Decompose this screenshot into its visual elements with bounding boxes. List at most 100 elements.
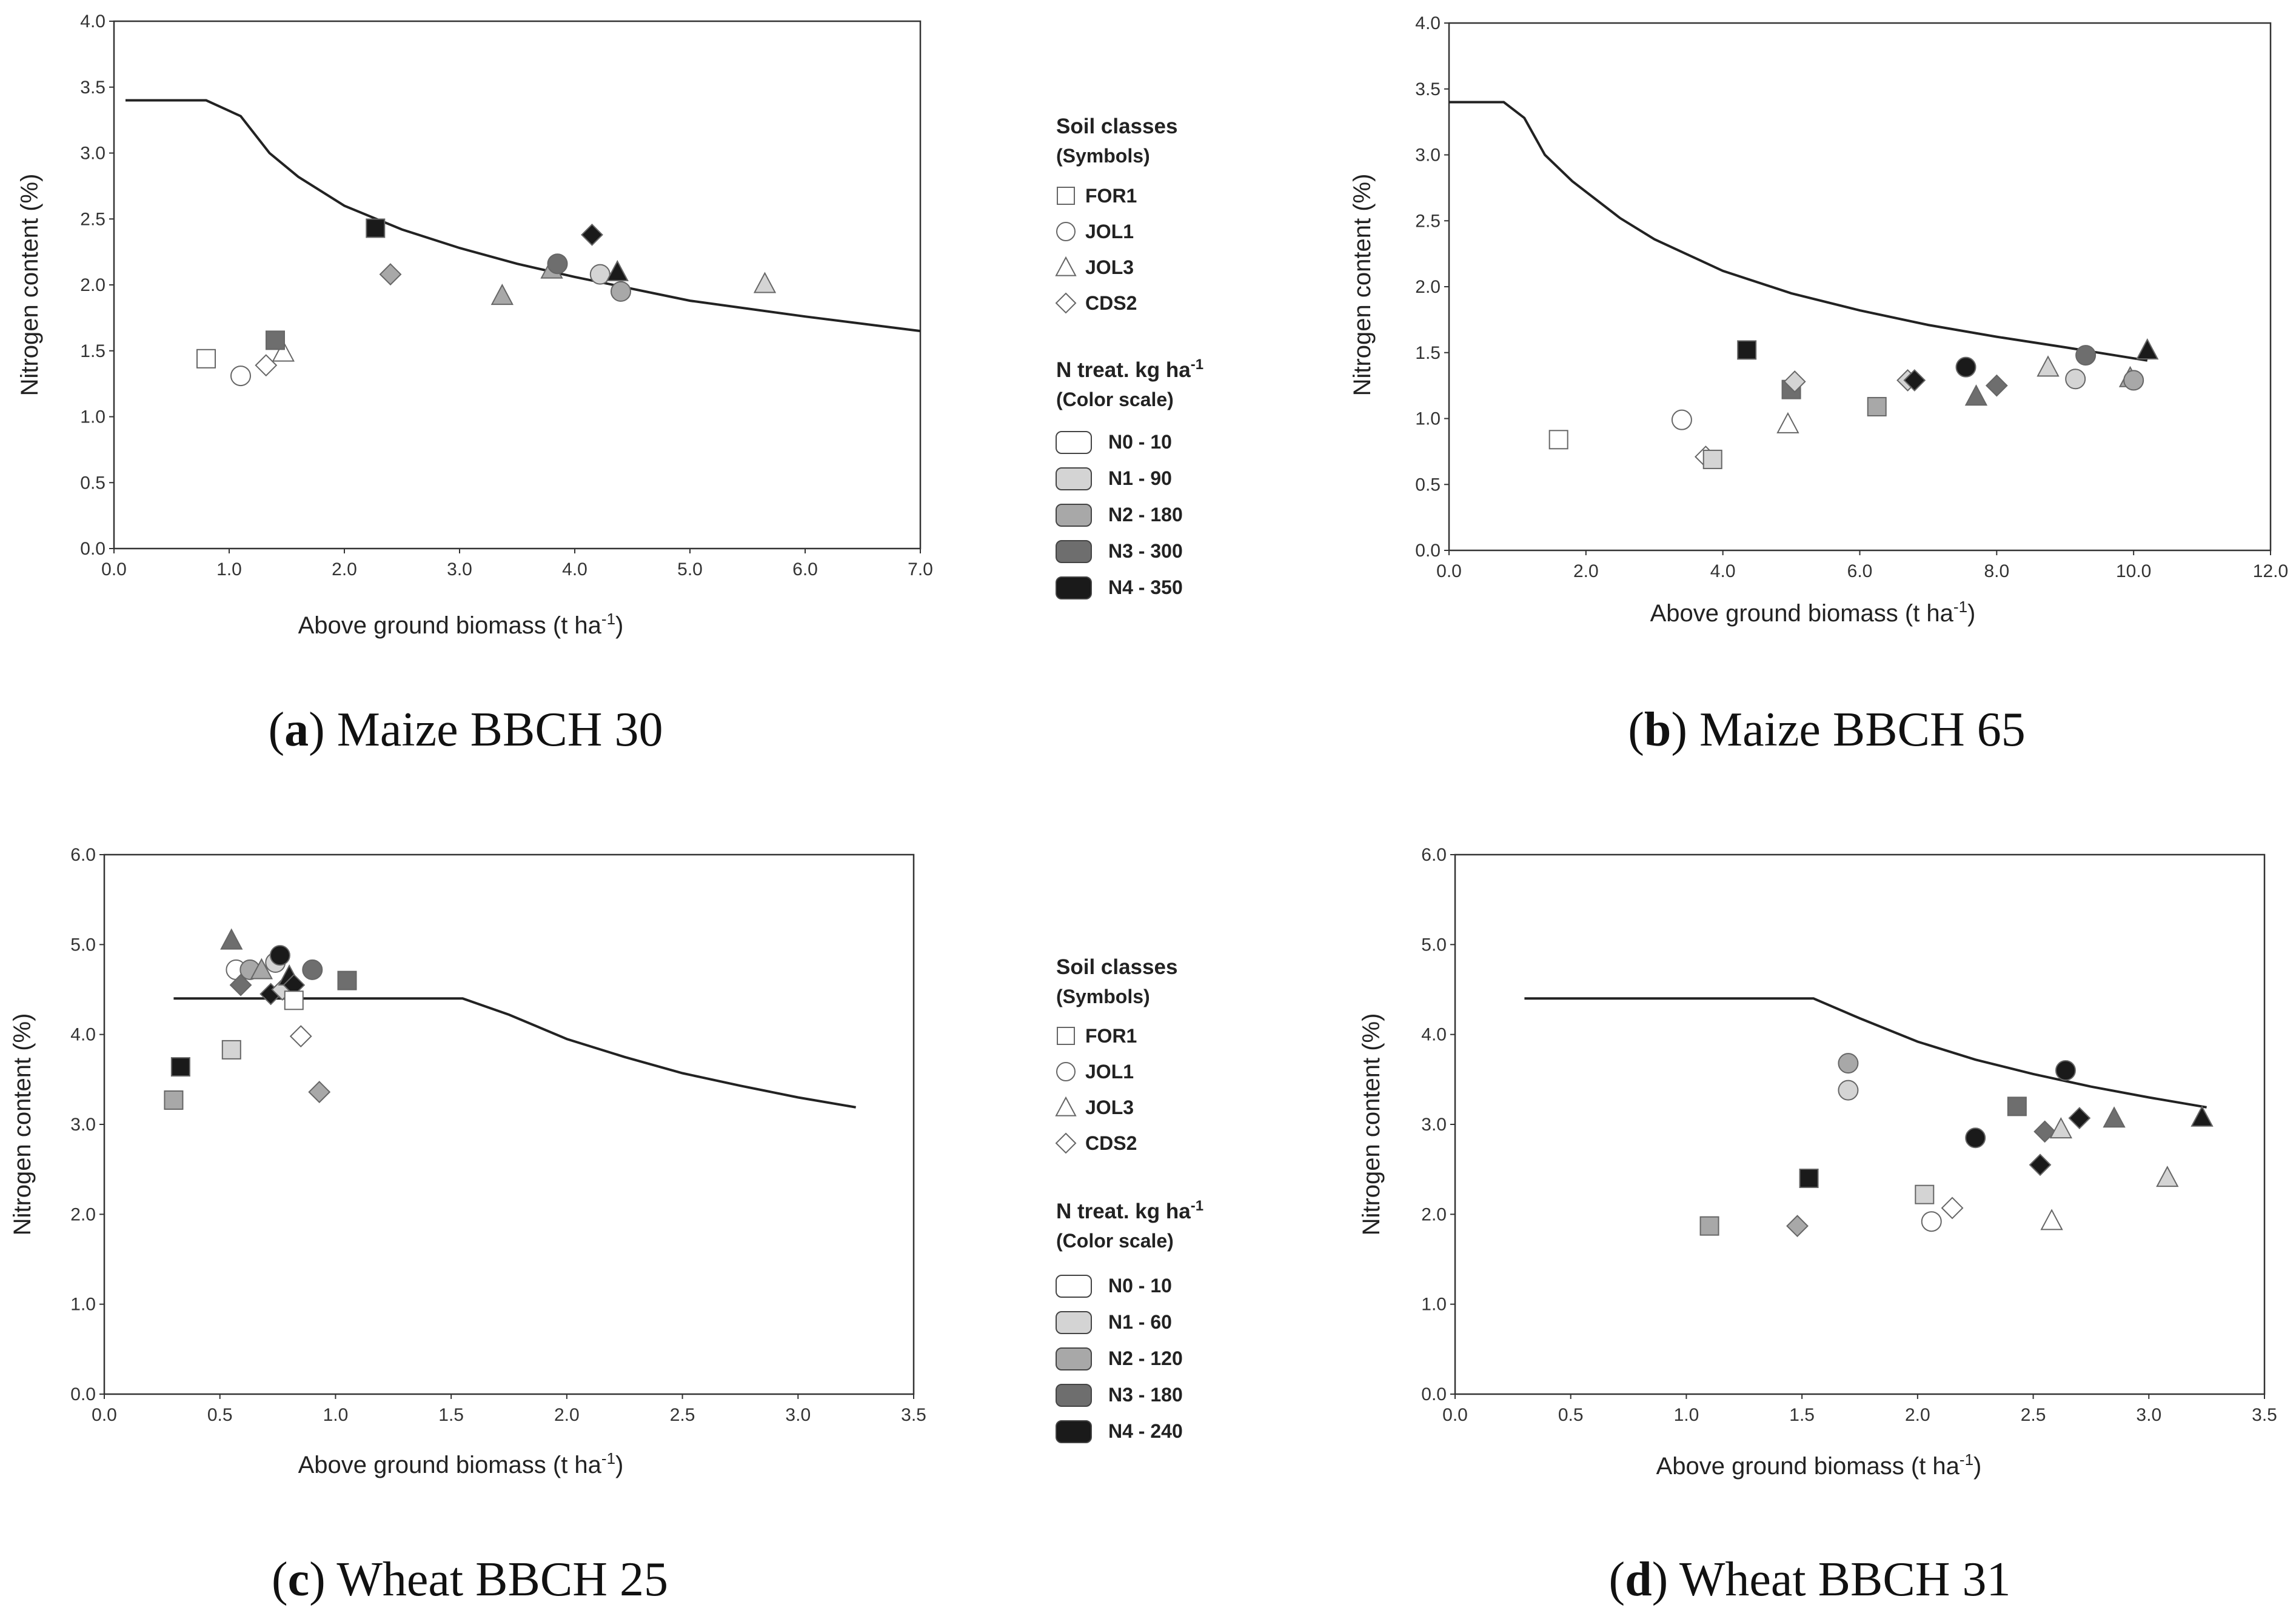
y-tick-label: 1.0 [1421,1295,1447,1315]
x-tick-label: 1.5 [1789,1405,1815,1425]
legend-n-label: N4 - 240 [1108,1420,1183,1442]
data-point-a-4 [266,330,285,350]
y-tick-label: 5.0 [70,935,96,955]
panel-d: 0.0 1.0 2.0 3.0 4.0 5.0 6.0 0.0 0.5 1.0 1.5 2.0 2.5… [1358,845,2277,1606]
data-point-d-15 [2068,1107,2091,1130]
x-tick-label: 2.0 [1905,1405,1930,1425]
legend-soil-title: Soil classes [1056,955,1177,979]
legend-n-title-sup: -1 [1191,356,1203,373]
y-tick-label: 4.0 [1415,13,1441,33]
x-tick-label: 4.0 [562,559,587,579]
data-point-b-16 [2075,345,2097,366]
legend-symbol-square [1057,187,1075,205]
y-tick-label: 3.5 [1415,79,1441,99]
data-point-d-1 [1786,1215,1809,1238]
y-tick-label: 3.0 [1421,1115,1447,1135]
x-axis-label-c: Above ground biomass (t ha-1) [298,1449,624,1478]
legend-n-label: N3 - 180 [1108,1384,1183,1406]
legend-soil-subtitle: (Symbols) [1056,145,1150,167]
panel-b: 0.0 0.5 1.0 1.5 2.0 2.5 3.0 3.5 4.0 0.0 2.0 4.0 6.0… [1349,13,2288,756]
x-tick-label: 7.0 [908,559,933,579]
y-tick-label: 5.0 [1421,935,1447,955]
legend-color-swatch [1056,540,1092,563]
x-tick-label: 6.0 [1847,561,1873,581]
y-tick-label: 0.5 [1415,475,1441,495]
legend-symbol-circle [1056,1062,1076,1081]
legend-soil-label: CDS2 [1085,1132,1137,1154]
data-point-a-9 [547,253,568,275]
data-point-c-15 [289,1025,312,1048]
x-axis-label-sup-d: -1 [1960,1450,1973,1469]
x-axis-label-b: Above ground biomass (t ha-1) [1650,598,1976,627]
data-point-b-14 [2037,355,2060,377]
y-tick-label: 2.5 [80,209,105,229]
legend-n-label: N3 - 300 [1108,540,1183,562]
data-point-c-16 [302,959,323,980]
legend-soil-label: JOL1 [1085,221,1134,242]
data-point-b-5 [1776,412,1799,433]
x-tick-label: 2.0 [554,1405,580,1425]
x-tick-label: 4.0 [1710,561,1736,581]
panel-a: 0.0 0.5 1.0 1.5 2.0 2.5 3.0 3.5 4.0 0.0 1.0 2.0 3.0… [16,12,933,756]
x-axis-label-end-c: ) [615,1452,623,1478]
data-point-a-1 [230,366,251,387]
x-tick-label: 2.0 [332,559,357,579]
legend-soil-label: FOR1 [1085,1025,1137,1047]
caption-text-b: Maize BBCH 65 [1687,703,2026,756]
legend-n-subtitle: (Color scale) [1056,389,1174,410]
y-tick-label: 2.0 [80,275,105,295]
legend-n-title: N treat. kg ha-1 [1056,1198,1203,1224]
data-point-b-7 [1783,370,1806,393]
y-tick-label: 1.5 [80,341,105,361]
y-tick-label: 2.0 [70,1204,96,1224]
data-point-b-12 [1964,384,1988,406]
legend-n-title-main: N treat. kg ha [1056,358,1191,382]
legend-symbol-diamond [1055,292,1077,314]
y-tick-label: 1.0 [80,407,105,427]
plot-frame-c [103,853,915,1395]
x-axis-label-sup-c: -1 [601,1449,615,1467]
y-tick-label: 3.0 [1415,145,1441,165]
data-point-a-14 [753,272,777,293]
data-point-a-6 [379,263,402,286]
y-ticks-a: 0.0 0.5 1.0 1.5 2.0 2.5 3.0 3.5 4.0 [80,12,114,559]
data-point-a-13 [611,281,631,302]
x-tick-label: 5.0 [677,559,703,579]
data-point-c-5 [229,973,252,996]
data-point-d-14 [2055,1060,2076,1081]
data-points-d [1699,1053,2214,1238]
data-point-d-4 [1838,1080,1859,1101]
y-tick-label: 6.0 [1421,845,1447,865]
data-point-d-5 [1915,1184,1935,1204]
data-point-b-0 [1548,430,1568,450]
legend-soil-items: FOR1 JOL1 JOL3 CDS2 [1055,1025,1137,1154]
legend-n-label: N4 - 350 [1108,576,1183,598]
data-point-b-3 [1702,449,1722,469]
y-tick-label: 2.0 [1415,277,1441,297]
dilution-curve-b [1449,101,2148,362]
plot-frame-b [1448,22,2272,552]
x-axis-label-d: Above ground biomass (t ha-1) [1656,1450,1982,1480]
data-point-b-1 [1671,409,1692,430]
caption-c: (c) Wheat BBCH 25 [272,1553,668,1606]
data-point-b-18 [2123,370,2144,391]
data-points-a [196,218,777,387]
x-axis-label-main-b: Above ground biomass (t ha [1650,600,1954,627]
legend-symbol-diamond [1055,1132,1077,1154]
x-tick-label: 2.5 [2021,1405,2046,1425]
data-point-a-10 [581,223,603,246]
x-axis-label-sup-b: -1 [1953,598,1967,616]
data-point-c-18 [337,970,357,990]
x-ticks-d: 0.0 0.5 1.0 1.5 2.0 2.5 3.0 3.5 [1442,1394,2277,1425]
legend-soil-label: JOL3 [1085,256,1134,278]
data-point-b-15 [2065,369,2086,390]
y-axis-label-d: Nitrogen content (%) [1358,1013,1385,1236]
legend-symbol-square [1057,1027,1075,1045]
legend-color-swatch [1056,504,1092,527]
legend-n-label: N2 - 120 [1108,1347,1183,1369]
y-ticks-c: 0.0 1.0 2.0 3.0 4.0 5.0 6.0 [70,845,104,1404]
legend-n-label: N1 - 60 [1108,1311,1172,1333]
data-point-b-8 [1867,396,1887,416]
plot-frame-d [1454,853,2266,1395]
legend-color-swatch [1056,1384,1092,1407]
